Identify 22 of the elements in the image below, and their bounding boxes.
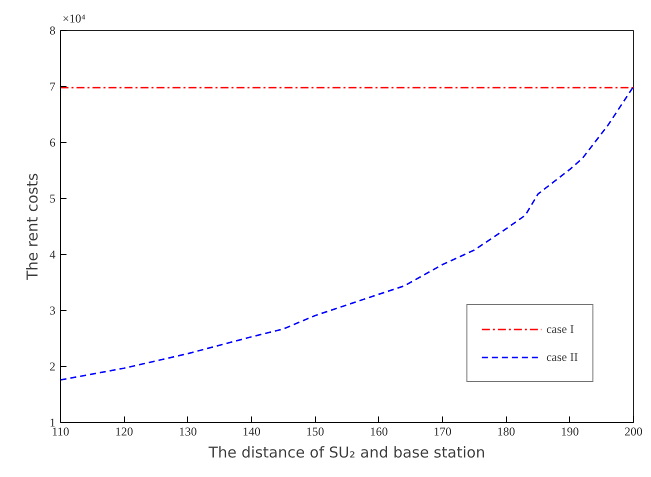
x-tick-label: 150 <box>306 424 324 438</box>
y-axis-title: The rent costs <box>24 172 42 281</box>
x-tick-label: 170 <box>434 424 452 438</box>
y-tick-label: 6 <box>50 136 56 150</box>
x-tick-label: 120 <box>115 424 134 438</box>
x-axis-title: The distance of SU₂ and base station <box>208 444 486 462</box>
text: ×10⁴ <box>62 12 86 26</box>
x-tick-label: 180 <box>497 424 516 438</box>
y-tick-label: 4 <box>50 248 56 262</box>
legend-label: case I <box>546 322 574 336</box>
y-tick-label: 8 <box>50 24 56 38</box>
y-tick-label: 2 <box>50 360 56 374</box>
x-tick-label: 160 <box>370 424 388 438</box>
legend-label: case II <box>546 350 578 364</box>
x-tick-label: 190 <box>560 424 579 438</box>
x-tick-label: 140 <box>242 424 260 438</box>
y-tick-label: 7 <box>50 80 56 94</box>
x-tick-label: 200 <box>624 424 642 438</box>
y-tick-label: 5 <box>50 192 56 206</box>
y-tick-label: 3 <box>50 304 56 318</box>
x-tick-label: 130 <box>178 424 197 438</box>
line-series <box>60 86 634 381</box>
